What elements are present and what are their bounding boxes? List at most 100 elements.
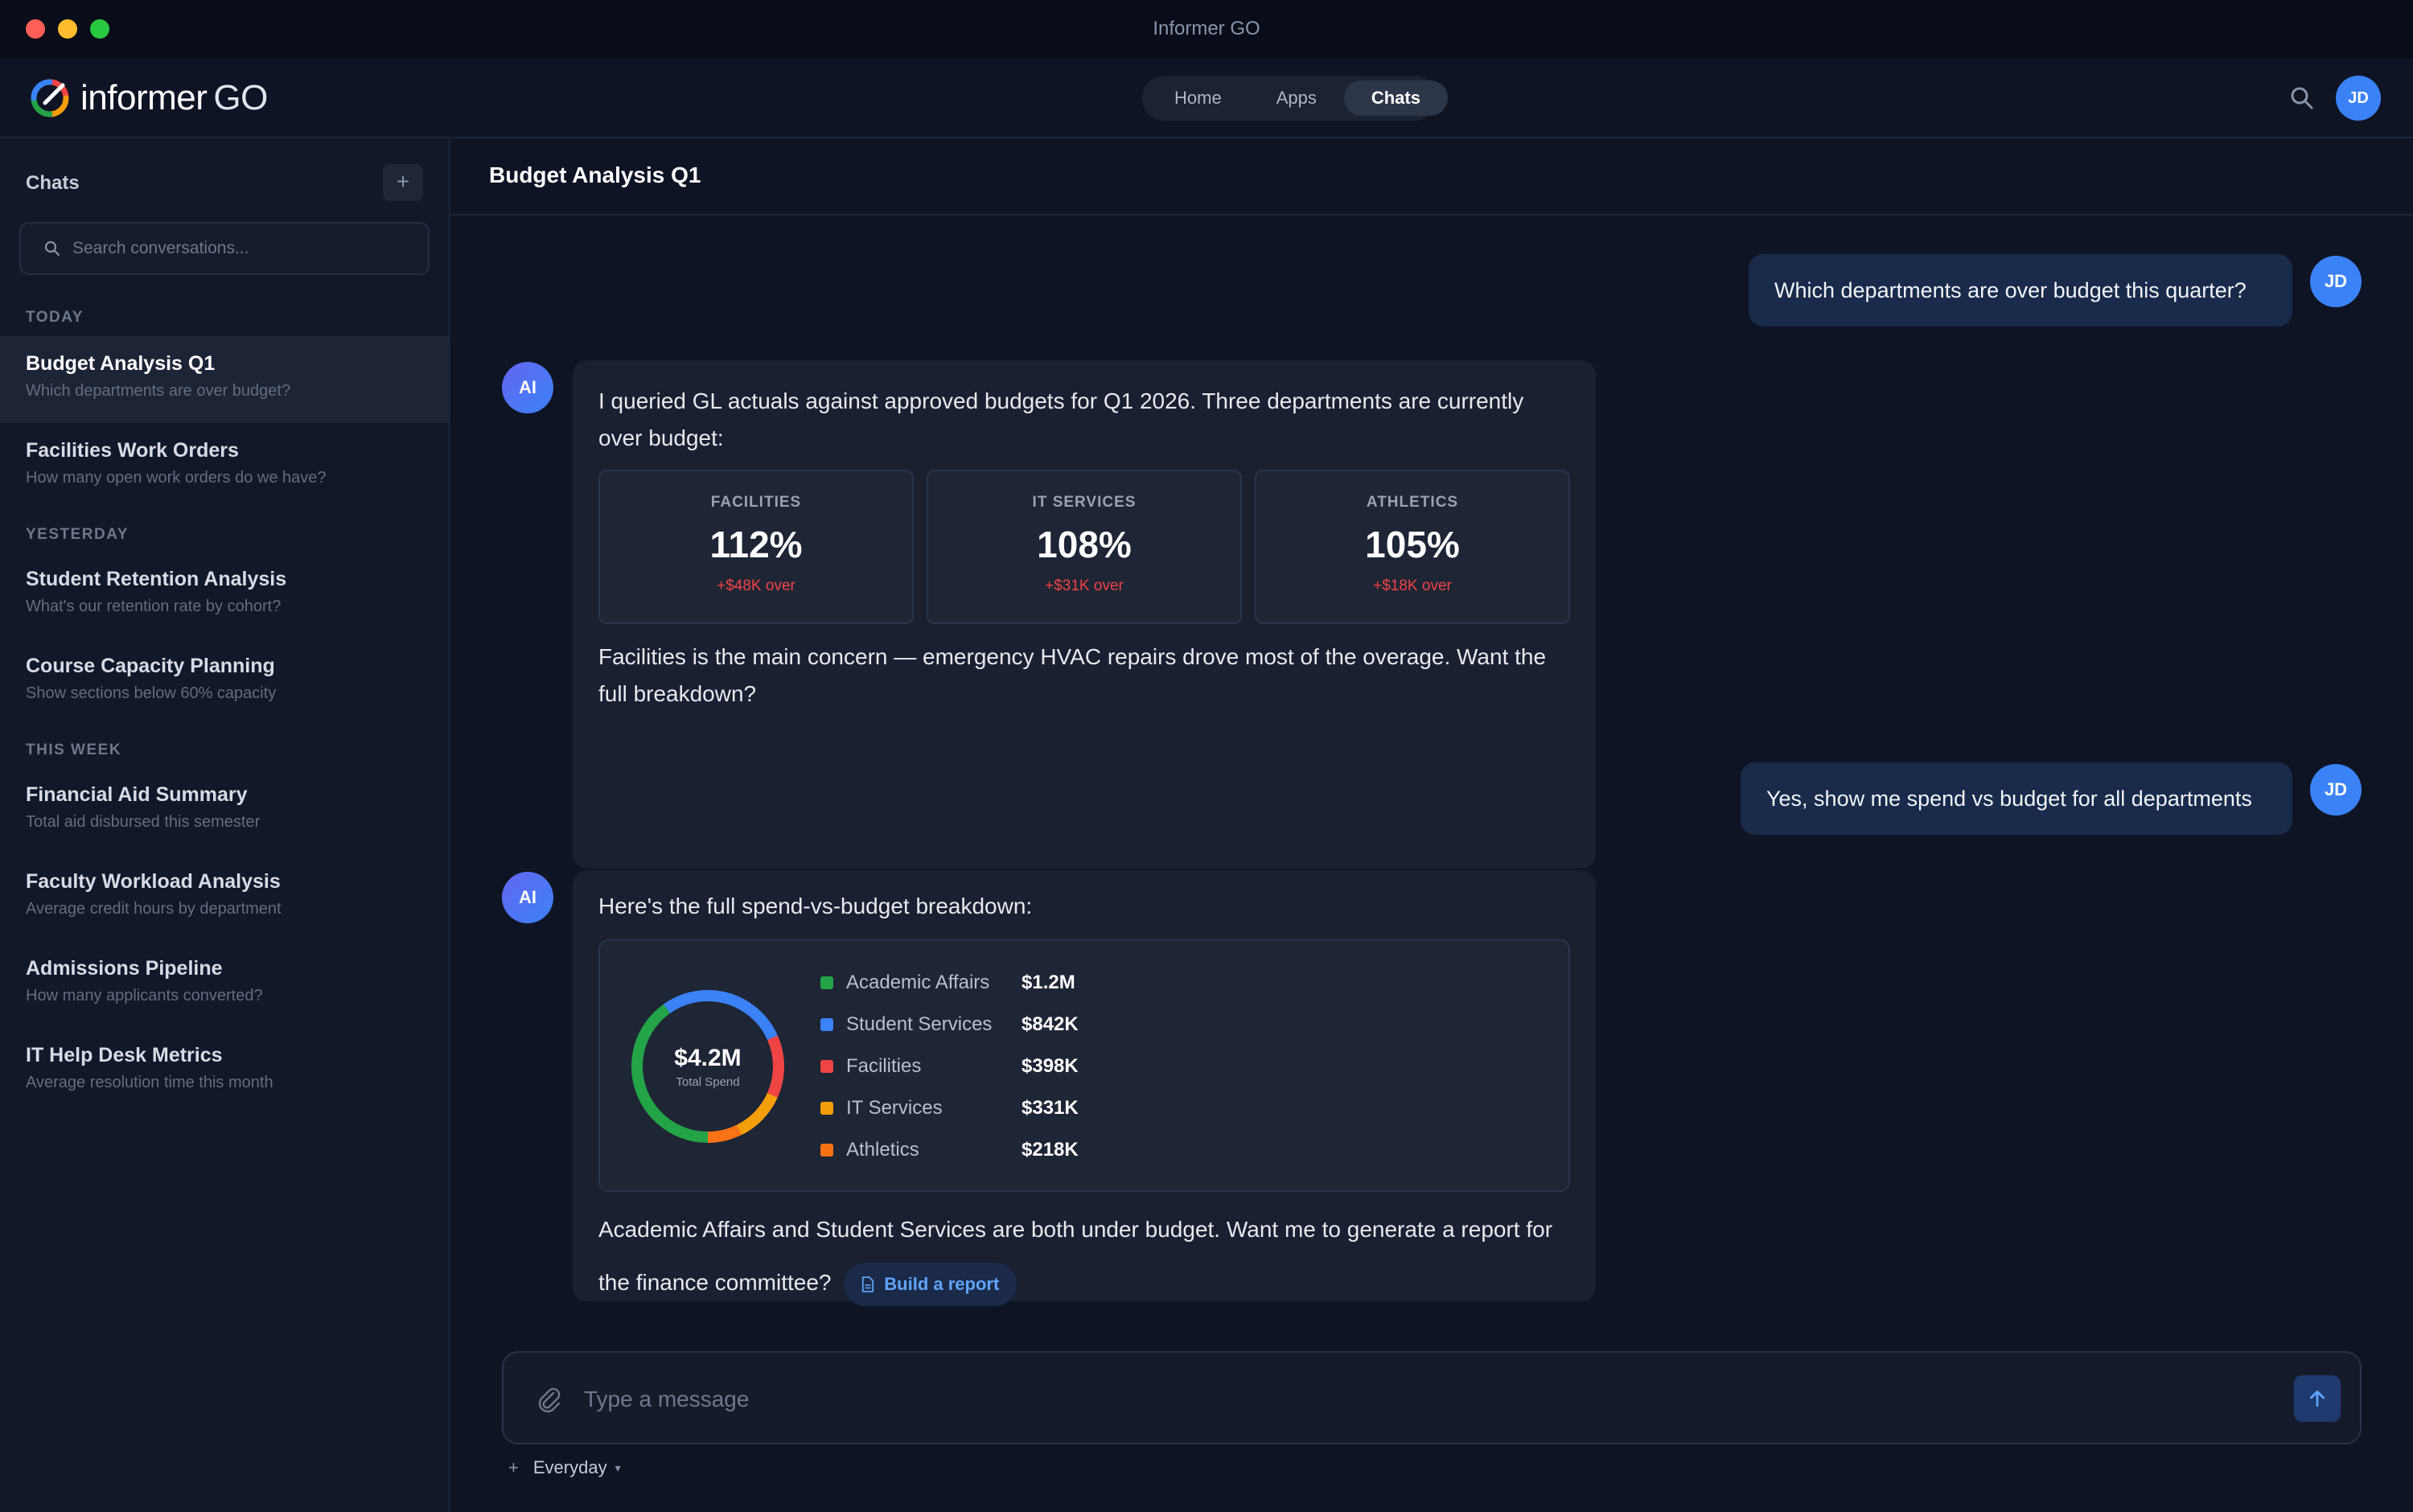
close-window-button[interactable] [26,19,45,39]
send-button[interactable] [2294,1375,2341,1422]
legend-label: Athletics [846,1139,919,1161]
legend-label: Facilities [846,1055,922,1077]
document-icon [862,1276,874,1292]
legend-swatch [820,1144,833,1157]
top-header: informer GO Home Apps Chats JD [0,58,2413,138]
message-input[interactable] [584,1377,2241,1422]
section-this-week: THIS WEEK [26,742,122,758]
sidebar-item-title: Admissions Pipeline [26,957,223,980]
legend-value: $331K [1022,1097,1079,1119]
stat-label: IT SERVICES [1032,494,1137,511]
donut-slice-facilities [631,990,784,1143]
chat-sidebar: Chats + TODAY Budget Analysis Q1 Which d… [0,138,450,1512]
chat-title: Budget Analysis Q1 [489,162,701,187]
legend-label: IT Services [846,1097,943,1119]
sidebar-title: Chats [26,172,80,194]
legend-value: $1.2M [1022,972,1075,993]
donut-chart [631,990,784,1143]
sidebar-item-student-retention[interactable]: Student Retention Analysis What's our re… [0,552,449,639]
legend-item-academic-affairs: Academic Affairs $1.2M [820,962,1079,1004]
stat-value: 108% [1037,524,1132,565]
ai-message-text: Facilities is the main concern — emergen… [598,644,1547,706]
build-report-button[interactable]: Build a report [844,1262,1017,1306]
sidebar-item-subtitle: Total aid disbursed this semester [26,813,261,831]
logo[interactable]: informer GO [31,76,268,121]
section-today: TODAY [26,309,84,326]
sidebar-item-subtitle: What's our retention rate by cohort? [26,598,282,615]
legend-label: Student Services [846,1013,993,1035]
title-bar: Informer GO [0,0,2413,58]
main-nav: Home Apps Chats [1142,76,1448,121]
section-yesterday: YESTERDAY [26,526,129,543]
spend-breakdown-chart: $4.2M Total Spend Academic Affairs $1.2M S… [598,939,1570,1192]
sidebar-item-course-capacity[interactable]: Course Capacity Planning Show sections b… [0,639,449,725]
maximize-window-button[interactable] [90,19,109,39]
sidebar-item-financial-aid[interactable]: Financial Aid Summary Total aid disburse… [0,767,449,854]
ai-message: Here's the full spend-vs-budget breakdow… [573,870,1596,1306]
nav-apps[interactable]: Apps [1276,88,1317,108]
sidebar-item-budget-analysis[interactable]: Budget Analysis Q1 Which departments are… [0,336,449,423]
add-attachment-button[interactable]: + [508,1457,519,1477]
ai-message: I queried GL actuals against approved bu… [573,360,1596,869]
sidebar-item-title: Course Capacity Planning [26,655,275,677]
stat-label: FACILITIES [710,494,802,511]
search-conversations-input[interactable] [72,239,410,258]
sidebar-item-title: Facilities Work Orders [26,439,239,462]
donut-slice-athletics [631,990,784,1143]
legend-swatch [820,1060,833,1073]
arrow-up-icon [2310,1390,2325,1407]
stat-delta: +$31K over [1045,577,1124,594]
legend-label: Academic Affairs [846,972,990,993]
ai-avatar: AI [502,362,553,413]
sidebar-item-facilities-work-orders[interactable]: Facilities Work Orders How many open wor… [0,423,449,510]
user-avatar: JD [2310,256,2362,307]
donut-total-value: $4.2M [674,1044,742,1071]
sidebar-item-subtitle: Average resolution time this month [26,1074,273,1091]
legend-value: $398K [1022,1055,1079,1077]
ai-avatar: AI [502,872,553,923]
sidebar-item-title: IT Help Desk Metrics [26,1044,223,1066]
chat-header: Budget Analysis Q1 [450,138,2413,216]
chat-main: Budget Analysis Q1 Which departments are… [450,138,2413,1512]
stat-card-athletics: ATHLETICS 105% +$18K over [1255,470,1570,624]
ai-message-text: I queried GL actuals against approved bu… [598,388,1524,450]
minimize-window-button[interactable] [58,19,77,39]
chevron-down-icon: ▾ [615,1461,621,1474]
sidebar-item-subtitle: Which departments are over budget? [26,382,291,400]
ai-message-text: Academic Affairs and Student Services ar… [598,1203,1570,1309]
sidebar-item-subtitle: Show sections below 60% capacity [26,684,277,702]
message-composer [502,1351,2362,1444]
sidebar-item-title: Financial Aid Summary [26,783,248,806]
donut-center: $4.2M Total Spend [627,986,788,1147]
donut-slice-student-services [631,990,784,1143]
stat-value: 105% [1365,524,1460,565]
paperclip-icon[interactable] [534,1385,563,1414]
sidebar-item-faculty-workload[interactable]: Faculty Workload Analysis Average credit… [0,854,449,941]
search-icon[interactable] [2289,85,2315,111]
user-message: Yes, show me spend vs budget for all dep… [1741,762,2292,835]
nav-home[interactable]: Home [1174,88,1222,108]
legend-swatch [820,976,833,989]
stat-label: ATHLETICS [1366,494,1459,511]
brand-name: informer GO [80,78,268,117]
model-selector[interactable]: + Everyday ▾ [508,1457,621,1478]
chart-legend: Academic Affairs $1.2M Student Services $84… [820,962,1079,1171]
ai-message-text: Here's the full spend-vs-budget breakdow… [598,894,1033,918]
user-avatar[interactable]: JD [2336,76,2381,121]
user-avatar: JD [2310,764,2362,816]
donut-total-label: Total Spend [676,1074,740,1089]
legend-item-student-services: Student Services $842K [820,1004,1079,1046]
sidebar-item-subtitle: How many open work orders do we have? [26,469,327,487]
legend-value: $218K [1022,1139,1079,1161]
new-chat-button[interactable]: + [383,164,423,201]
stat-value: 112% [709,524,803,565]
sidebar-item-title: Faculty Workload Analysis [26,870,281,893]
sidebar-item-admissions-pipeline[interactable]: Admissions Pipeline How many applicants … [0,941,449,1028]
informer-logo-icon [31,79,69,117]
sidebar-item-subtitle: Average credit hours by department [26,900,282,918]
user-message-text: Yes, show me spend vs budget for all dep… [1766,786,2252,811]
sidebar-item-it-help-desk[interactable]: IT Help Desk Metrics Average resolution … [0,1028,449,1115]
legend-swatch [820,1018,833,1031]
nav-chats[interactable]: Chats [1343,80,1448,116]
